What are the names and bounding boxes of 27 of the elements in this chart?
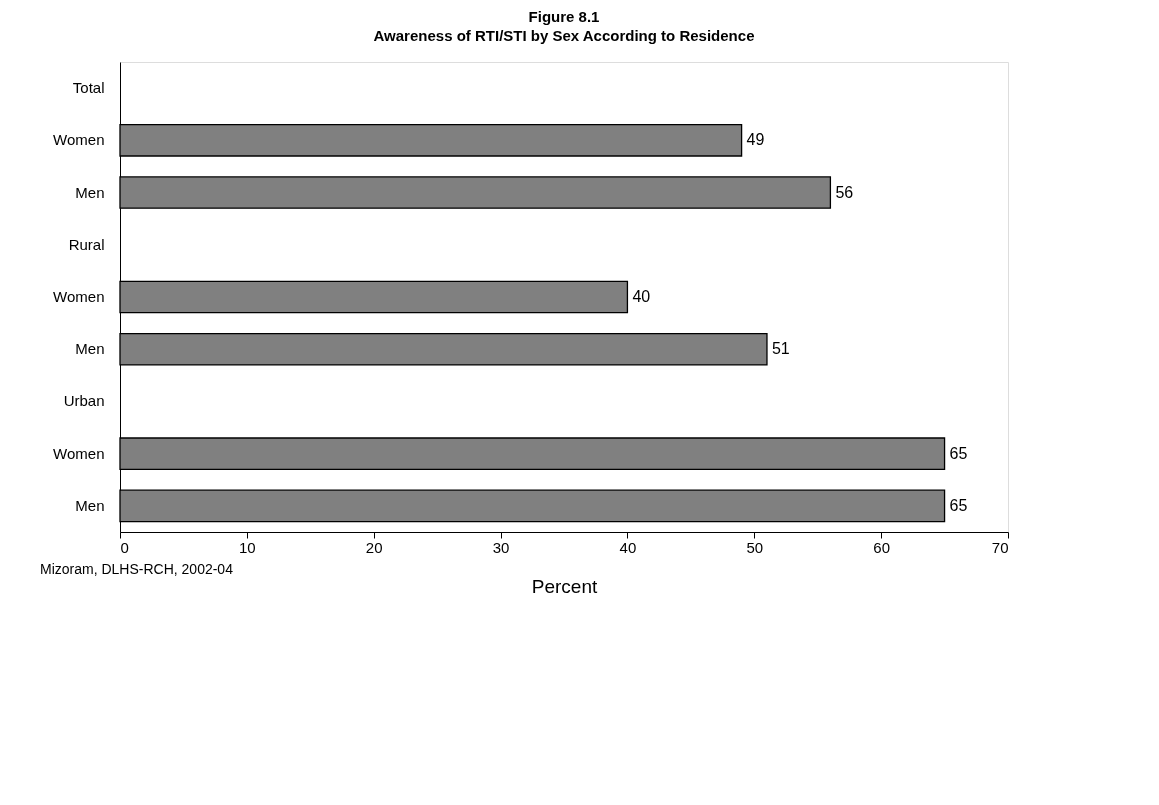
x-tick-label: 50: [746, 538, 764, 556]
chart-title: Figure 8.1: [528, 8, 600, 25]
y-tick-label: Women: [53, 288, 105, 305]
chart-subtitle: Awareness of RTI/STI by Sex According to Residence: [373, 27, 755, 44]
x-tick-label: 10: [239, 538, 256, 556]
y-tick-label: Men: [75, 496, 105, 514]
data-label: 49: [746, 131, 765, 149]
data-label: 65: [949, 496, 968, 514]
data-label: 51: [771, 340, 790, 358]
x-tick-label: 40: [619, 538, 637, 556]
data-label: 56: [835, 183, 854, 201]
y-tick-label: Total: [72, 79, 105, 97]
y-tick-label: Men: [75, 183, 105, 201]
y-tick-label: Rural: [68, 235, 105, 253]
text: Mizoram, DLHS-RCH, 2002-04: [40, 561, 234, 577]
x-tick-label: 0: [120, 538, 129, 556]
y-tick-label: Urban: [63, 392, 105, 410]
data-label: 65: [949, 444, 968, 462]
y-tick-label: Women: [53, 131, 105, 149]
x-axis-title: Percent: [531, 575, 598, 597]
x-tick-label: 60: [873, 538, 890, 556]
y-tick-label: Men: [75, 340, 105, 358]
x-tick-label: 20: [365, 538, 383, 556]
y-tick-label: Women: [53, 444, 105, 462]
data-label: 40: [632, 288, 651, 305]
x-tick-label: 30: [492, 538, 510, 556]
x-tick-label: 70: [991, 538, 1009, 556]
